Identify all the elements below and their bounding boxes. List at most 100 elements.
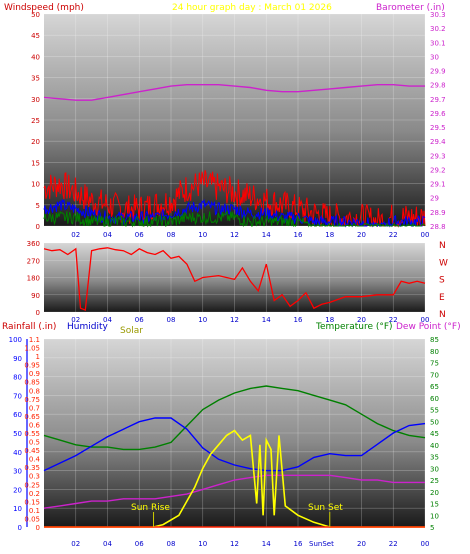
time-tick-bottom: 12 [230,540,239,548]
temperature-tick: 70 [430,371,439,379]
temperature-tick: 75 [430,360,439,368]
temperature-tick: 65 [430,383,439,391]
temperature-tick: 15 [430,501,439,509]
wind-tick: 5 [36,202,40,210]
temperature-tick: 30 [430,465,439,473]
wind-tick: 30 [31,96,40,104]
temperature-tick: 10 [430,512,439,520]
series-layer [43,83,426,528]
rain-tick: 0.6 [29,421,41,429]
windspeed-axis-title: Windspeed (mph) [4,3,84,13]
wind-gust-line [43,170,426,228]
baro-tick: 29.5 [430,124,446,132]
mid-panel-bg [44,243,425,312]
rain-tick: 1.1 [29,336,40,344]
wind-tick: 25 [31,117,40,125]
tick-labels: 0202020404040606060808081010101212121414… [9,11,448,548]
time-tick-mid: 02 [71,316,80,324]
time-tick-mid: 12 [230,316,239,324]
time-tick-bottom: 14 [262,540,271,548]
temperature-tick: 55 [430,407,439,415]
time-tick-top: 16 [294,231,303,239]
direction-tick: 0 [36,309,40,317]
wind-tick: 50 [31,11,40,19]
rain-tick: 0.15 [24,498,40,506]
rain-tick: 1.05 [24,345,40,353]
rain-tick: 0.75 [24,396,40,404]
rain-axis-title: Rainfall (.in) [2,322,56,332]
time-tick-bottom: 02 [71,540,80,548]
barometer-line [43,83,425,101]
time-tick-mid: 00 [421,316,430,324]
rain-tick: 0.65 [24,413,40,421]
rain-tick: 0.05 [24,515,40,523]
temperature-line [43,385,426,451]
dewpoint-line [43,474,425,509]
wind-tick: 10 [31,181,40,189]
baro-tick: 28.9 [430,209,446,217]
baro-tick: 29.9 [430,68,446,76]
barometer-axis-title: Barometer (.in) [376,3,445,13]
wind-tick: 0 [36,223,40,231]
baro-tick: 30.2 [430,25,446,33]
baro-tick: 30 [430,53,439,61]
direction-letter: W [439,258,448,268]
time-tick-top: 06 [135,231,144,239]
direction-letter: N [439,241,446,251]
baro-tick: 29 [430,195,439,203]
time-tick-mid: 08 [167,316,176,324]
baro-tick: 29.3 [430,152,446,160]
chart-title: 24 hour graph day : March 01 2026 [172,3,332,13]
solar-title: Solar [120,326,143,336]
time-tick-top: 04 [103,231,112,239]
baro-tick: 29.6 [430,110,446,118]
humidity-axis-title: Humidity [67,322,108,332]
wind-tick: 40 [31,53,40,61]
humidity-tick: 30 [13,468,22,476]
temperature-tick: 5 [430,524,434,532]
time-tick-mid: 16 [294,316,303,324]
time-tick-top: 12 [230,231,239,239]
direction-tick: 90 [31,292,40,300]
time-tick-mid: 18 [325,316,334,324]
sunset-tick-label: SunSet [309,540,334,548]
rain-tick: 1 [36,353,40,361]
time-tick-top: 02 [71,231,80,239]
time-tick-top: 10 [198,231,207,239]
time-tick-bottom: 22 [389,540,398,548]
baro-tick: 28.8 [430,223,446,231]
humidity-tick: 20 [13,486,22,494]
time-tick-mid: 20 [357,316,366,324]
direction-tick: 180 [27,275,40,283]
grid-lines [26,13,426,528]
humidity-tick: 90 [13,355,22,363]
baro-tick: 30.3 [430,11,446,19]
baro-tick: 30.1 [430,39,446,47]
sunset-label: Sun Set [308,503,343,513]
humidity-tick: 10 [13,505,22,513]
temperature-axis-title: Temperature (°F) [315,322,393,332]
wind-tick: 15 [31,159,40,167]
wind-tick: 45 [31,32,40,40]
time-tick-bottom: 10 [198,540,207,548]
time-tick-bottom: 00 [421,540,430,548]
temperature-tick: 85 [430,336,439,344]
rain-tick: 0.8 [29,387,40,395]
rain-tick: 0.9 [29,370,40,378]
baro-tick: 29.1 [430,181,446,189]
rain-tick: 0.85 [24,379,40,387]
rain-tick: 0.2 [29,490,40,498]
top-panel-bg [44,14,425,226]
time-tick-mid: 14 [262,316,271,324]
time-tick-top: 08 [167,231,176,239]
humidity-tick: 40 [13,449,22,457]
time-tick-mid: 04 [103,316,112,324]
rain-tick: 0.7 [29,404,40,412]
temperature-tick: 50 [430,418,439,426]
time-tick-bottom: 08 [167,540,176,548]
rain-tick: 0.3 [29,473,40,481]
time-tick-bottom: 20 [357,540,366,548]
temperature-tick: 20 [430,489,439,497]
humidity-tick: 100 [9,336,22,344]
bottom-panel-bg [44,339,425,527]
